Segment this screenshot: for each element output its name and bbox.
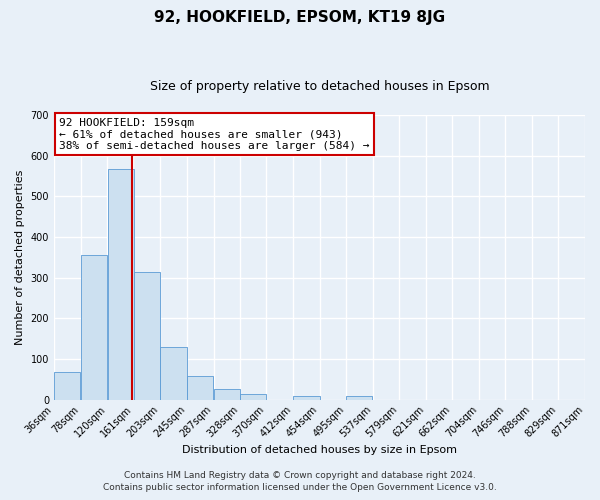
Bar bbox=[54, 372, 80, 400]
Bar bbox=[160, 347, 187, 400]
Bar bbox=[214, 388, 240, 400]
Text: Contains HM Land Registry data © Crown copyright and database right 2024.
Contai: Contains HM Land Registry data © Crown c… bbox=[103, 471, 497, 492]
Bar bbox=[240, 394, 266, 400]
Bar bbox=[107, 169, 134, 400]
Bar bbox=[346, 396, 373, 400]
Text: 92, HOOKFIELD, EPSOM, KT19 8JG: 92, HOOKFIELD, EPSOM, KT19 8JG bbox=[154, 10, 446, 25]
Bar bbox=[81, 256, 107, 400]
Bar bbox=[293, 396, 320, 400]
Bar bbox=[134, 272, 160, 400]
Title: Size of property relative to detached houses in Epsom: Size of property relative to detached ho… bbox=[149, 80, 489, 93]
Text: 92 HOOKFIELD: 159sqm
← 61% of detached houses are smaller (943)
38% of semi-deta: 92 HOOKFIELD: 159sqm ← 61% of detached h… bbox=[59, 118, 370, 151]
Y-axis label: Number of detached properties: Number of detached properties bbox=[15, 170, 25, 345]
X-axis label: Distribution of detached houses by size in Epsom: Distribution of detached houses by size … bbox=[182, 445, 457, 455]
Bar bbox=[187, 376, 214, 400]
